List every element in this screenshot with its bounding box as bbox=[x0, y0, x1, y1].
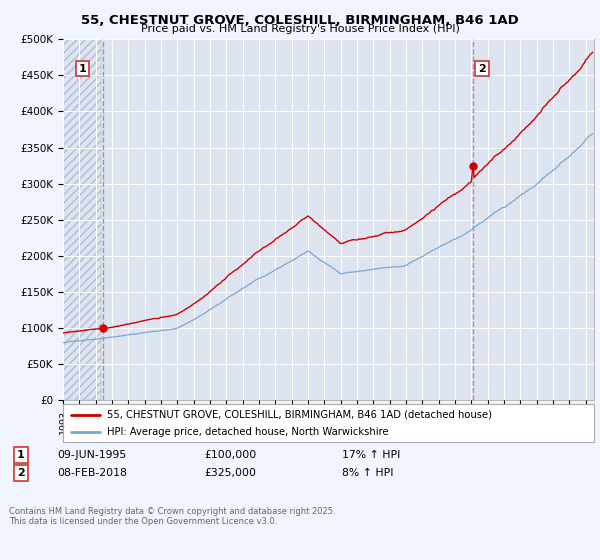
Text: 2: 2 bbox=[478, 64, 486, 74]
Text: 09-JUN-1995: 09-JUN-1995 bbox=[57, 450, 126, 460]
Text: Contains HM Land Registry data © Crown copyright and database right 2025.
This d: Contains HM Land Registry data © Crown c… bbox=[9, 507, 335, 526]
Text: 2: 2 bbox=[17, 468, 25, 478]
Text: HPI: Average price, detached house, North Warwickshire: HPI: Average price, detached house, Nort… bbox=[107, 427, 388, 437]
Text: 08-FEB-2018: 08-FEB-2018 bbox=[57, 468, 127, 478]
Text: 1: 1 bbox=[79, 64, 86, 74]
Text: 1: 1 bbox=[17, 450, 25, 460]
Text: Price paid vs. HM Land Registry's House Price Index (HPI): Price paid vs. HM Land Registry's House … bbox=[140, 24, 460, 34]
Text: 17% ↑ HPI: 17% ↑ HPI bbox=[342, 450, 400, 460]
Text: £100,000: £100,000 bbox=[204, 450, 256, 460]
Text: 55, CHESTNUT GROVE, COLESHILL, BIRMINGHAM, B46 1AD (detached house): 55, CHESTNUT GROVE, COLESHILL, BIRMINGHA… bbox=[107, 409, 491, 419]
Text: 55, CHESTNUT GROVE, COLESHILL, BIRMINGHAM, B46 1AD: 55, CHESTNUT GROVE, COLESHILL, BIRMINGHA… bbox=[81, 14, 519, 27]
Text: £325,000: £325,000 bbox=[204, 468, 256, 478]
Text: 8% ↑ HPI: 8% ↑ HPI bbox=[342, 468, 394, 478]
